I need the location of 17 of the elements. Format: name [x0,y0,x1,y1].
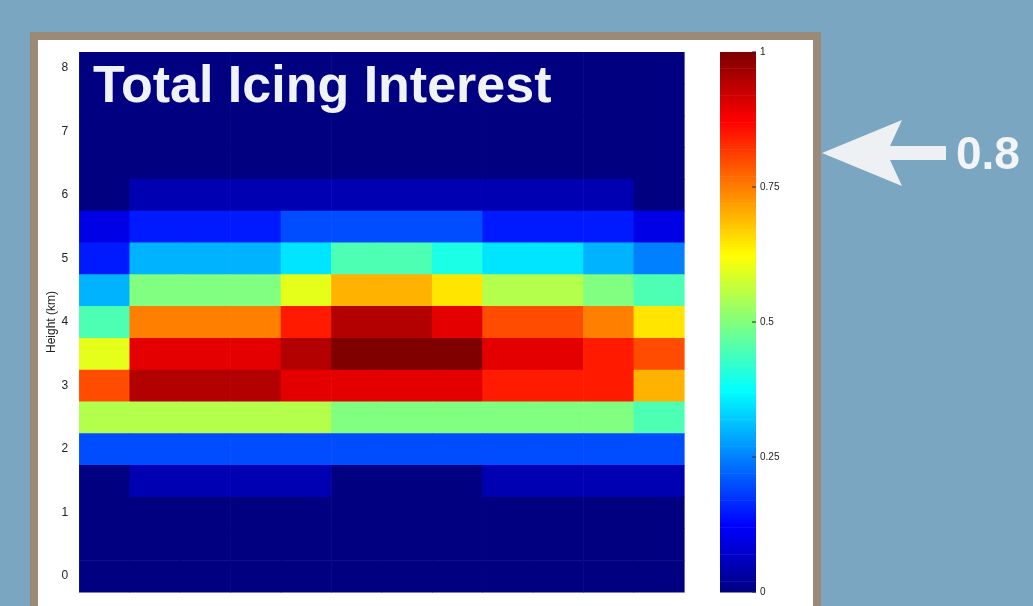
color-bar-label: 0.5 [760,315,775,327]
y-tick-label: 3 [61,377,69,392]
y-tick-label: 2 [61,441,69,456]
color-bar-label: 0 [760,585,766,597]
color-bar-label: 0.25 [760,450,780,462]
color-bar-label: 1 [760,45,766,57]
y-tick-label: 1 [61,504,69,519]
color-bar-label: 0.75 [760,180,780,192]
y-tick-label: 8 [61,60,69,75]
y-tick-label: 4 [61,314,69,329]
y-tick-label: 6 [61,187,69,202]
y-tick-label: 7 [61,123,69,138]
y-tick-label: 0 [61,568,69,583]
y-axis-title: Height (km) [43,290,58,354]
chart-title: Total Icing Interest [93,55,552,114]
y-tick-label: 5 [61,250,69,265]
text: 0.8 [956,126,1020,181]
